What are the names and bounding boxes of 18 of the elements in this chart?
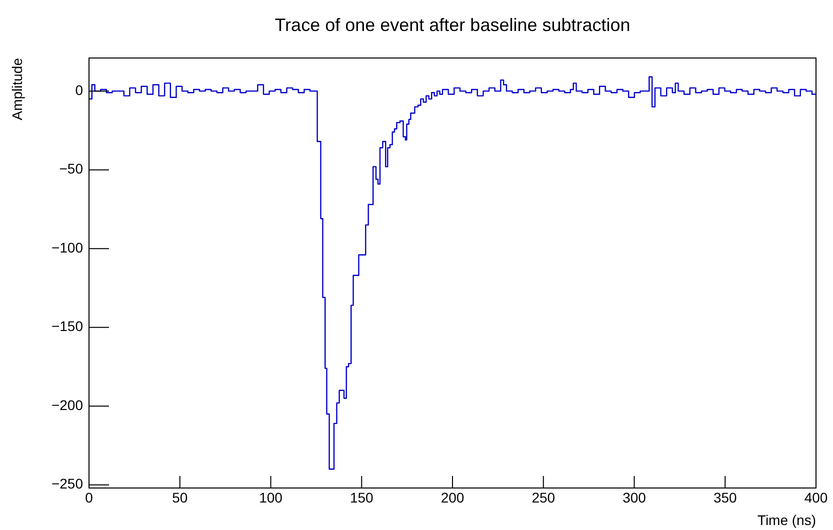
x-tick-label: 400 (804, 489, 828, 506)
y-tick-label: −200 (51, 396, 84, 413)
y-tick-label: −100 (51, 239, 84, 256)
x-tick-label: 0 (85, 489, 94, 506)
x-tick-label: 100 (259, 489, 283, 506)
x-tick-label: 350 (713, 489, 738, 506)
chart-title: Trace of one event after baseline subtraction (274, 14, 630, 35)
x-tick-label: 200 (440, 489, 464, 506)
x-tick-label: 250 (532, 489, 556, 506)
x-tick-label: 300 (622, 489, 646, 506)
y-tick-label: 0 (75, 82, 84, 98)
y-tick-label: −150 (51, 318, 84, 334)
x-tick-label: 50 (172, 489, 188, 506)
y-tick-label: −50 (59, 160, 84, 177)
y-tick-label: −250 (51, 476, 84, 492)
x-axis-title: Time (ns) (757, 512, 816, 528)
x-tick-label: 150 (350, 489, 374, 506)
y-axis-title: Amplitude (8, 58, 25, 120)
